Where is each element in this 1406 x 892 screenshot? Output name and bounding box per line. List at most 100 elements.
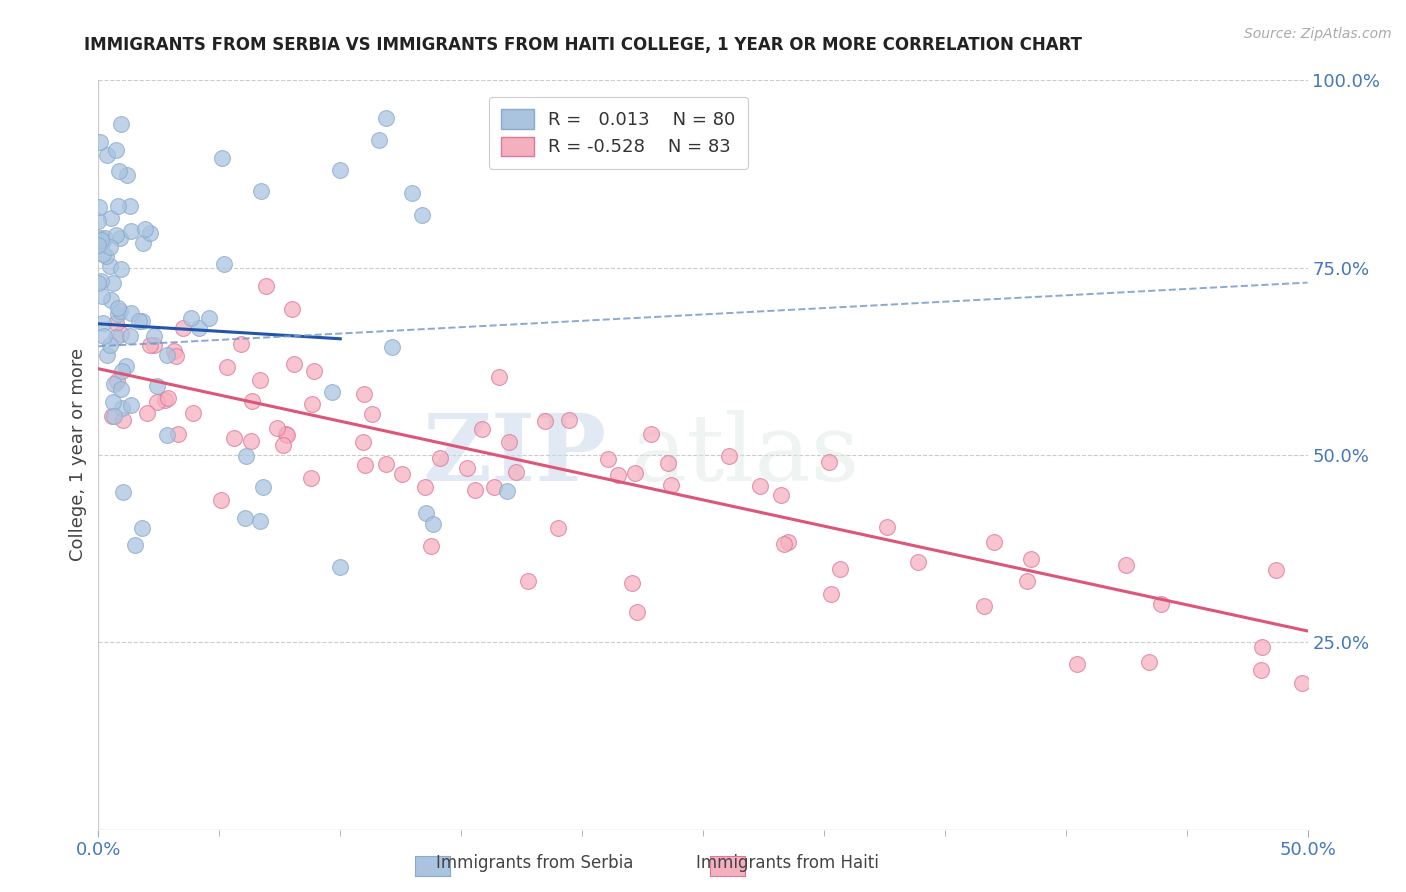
Point bbox=[1250, 663, 1272, 677]
Point bbox=[623, 467, 645, 481]
Point bbox=[110, 262, 132, 277]
Point bbox=[91, 316, 114, 330]
Point bbox=[139, 226, 162, 240]
Point bbox=[233, 511, 256, 525]
Point bbox=[120, 306, 142, 320]
Point bbox=[266, 421, 288, 435]
Point bbox=[120, 329, 142, 343]
Point bbox=[110, 326, 132, 341]
Point bbox=[496, 483, 519, 498]
Text: Immigrants from Haiti: Immigrants from Haiti bbox=[696, 855, 879, 872]
Point bbox=[235, 449, 257, 463]
Point bbox=[464, 483, 486, 497]
Point bbox=[139, 337, 162, 351]
Point bbox=[534, 414, 557, 428]
Point bbox=[146, 395, 169, 409]
Point bbox=[94, 231, 117, 245]
Point bbox=[456, 461, 478, 475]
Point bbox=[90, 235, 112, 250]
Point bbox=[107, 307, 129, 321]
Point bbox=[90, 274, 112, 288]
Point bbox=[640, 427, 662, 442]
Point bbox=[505, 465, 527, 479]
Point bbox=[876, 520, 898, 534]
Point bbox=[749, 479, 772, 493]
Point bbox=[110, 230, 132, 244]
Text: atlas: atlas bbox=[630, 410, 859, 500]
Point bbox=[1251, 640, 1274, 654]
Point bbox=[100, 211, 122, 225]
Point bbox=[413, 480, 436, 494]
Text: IMMIGRANTS FROM SERBIA VS IMMIGRANTS FROM HAITI COLLEGE, 1 YEAR OR MORE CORRELAT: IMMIGRANTS FROM SERBIA VS IMMIGRANTS FRO… bbox=[84, 36, 1083, 54]
Point bbox=[90, 233, 112, 247]
Point bbox=[103, 377, 125, 392]
Point bbox=[1291, 676, 1313, 690]
Point bbox=[111, 401, 134, 416]
Point bbox=[621, 576, 644, 591]
Point bbox=[769, 488, 792, 502]
Point bbox=[100, 259, 122, 273]
Point bbox=[488, 370, 510, 384]
Legend: R =   0.013    N = 80, R = -0.528    N = 83: R = 0.013 N = 80, R = -0.528 N = 83 bbox=[489, 97, 748, 169]
Point bbox=[301, 397, 323, 411]
Point bbox=[165, 349, 187, 363]
Point bbox=[1015, 574, 1038, 589]
Point bbox=[124, 538, 146, 552]
Point bbox=[249, 514, 271, 528]
Point bbox=[411, 208, 433, 222]
Point bbox=[215, 360, 238, 375]
Point bbox=[1019, 552, 1042, 566]
Point bbox=[156, 348, 179, 362]
Point bbox=[401, 186, 423, 200]
Point bbox=[254, 279, 277, 293]
Point bbox=[115, 359, 138, 373]
Point bbox=[107, 199, 129, 213]
Point bbox=[157, 391, 180, 405]
Y-axis label: College, 1 year or more: College, 1 year or more bbox=[69, 349, 87, 561]
Point bbox=[329, 163, 352, 178]
Point bbox=[773, 537, 796, 551]
Point bbox=[93, 328, 115, 343]
Point bbox=[101, 395, 124, 409]
Point bbox=[718, 449, 741, 463]
Text: Immigrants from Serbia: Immigrants from Serbia bbox=[436, 855, 633, 872]
Point bbox=[197, 310, 219, 325]
Point bbox=[830, 562, 852, 576]
Point bbox=[299, 471, 322, 485]
Point bbox=[375, 458, 398, 472]
Point bbox=[240, 394, 263, 409]
Point bbox=[352, 434, 374, 449]
Point bbox=[135, 406, 157, 420]
Point bbox=[368, 133, 391, 147]
Point bbox=[1066, 657, 1088, 671]
Point bbox=[598, 452, 620, 467]
Point bbox=[482, 480, 505, 494]
Point bbox=[90, 231, 112, 245]
Point bbox=[104, 227, 127, 242]
Point bbox=[96, 148, 118, 162]
Point bbox=[111, 485, 134, 500]
Point bbox=[128, 314, 150, 328]
Point bbox=[167, 427, 190, 442]
Point bbox=[104, 330, 127, 344]
Point bbox=[107, 301, 129, 315]
Point bbox=[817, 455, 839, 469]
Point bbox=[391, 467, 413, 482]
Point bbox=[132, 236, 155, 251]
Point bbox=[983, 534, 1005, 549]
Point bbox=[415, 506, 437, 520]
Point bbox=[659, 477, 682, 491]
Point bbox=[87, 276, 110, 290]
Point bbox=[274, 427, 297, 442]
Point bbox=[143, 328, 166, 343]
Point bbox=[907, 555, 929, 569]
Point bbox=[142, 338, 165, 352]
Point bbox=[471, 422, 494, 436]
Point bbox=[778, 535, 800, 549]
Point bbox=[516, 574, 538, 588]
Point bbox=[212, 257, 235, 271]
Point bbox=[361, 407, 384, 421]
Point bbox=[222, 431, 245, 445]
Point bbox=[91, 247, 114, 261]
Point bbox=[131, 521, 153, 535]
